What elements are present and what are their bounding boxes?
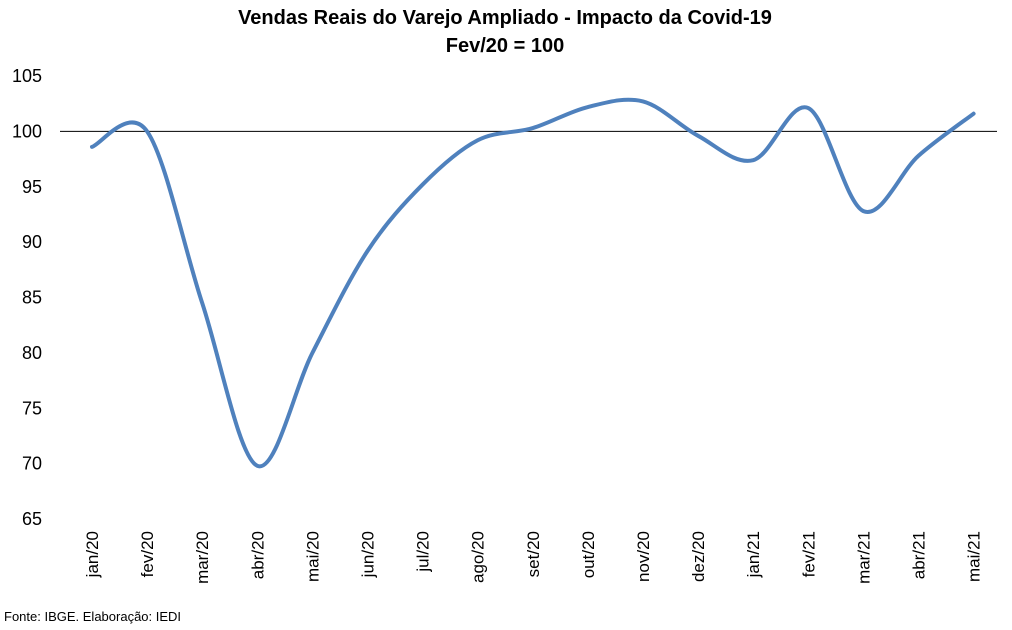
x-tick-label: fev/20 xyxy=(138,531,157,577)
x-tick-label: jan/21 xyxy=(744,531,763,578)
x-tick-label: dez/20 xyxy=(689,531,708,582)
x-tick-label: nov/20 xyxy=(634,531,653,582)
data-point xyxy=(200,301,204,305)
y-tick-label: 70 xyxy=(22,454,42,474)
data-point xyxy=(366,249,370,253)
data-point xyxy=(421,183,425,187)
data-point xyxy=(972,112,976,116)
chart-title: Vendas Reais do Varejo Ampliado - Impact… xyxy=(238,7,772,29)
data-point xyxy=(586,105,590,109)
x-tick-label: mai/21 xyxy=(965,531,984,582)
x-tick-label: mar/21 xyxy=(854,531,873,584)
data-point xyxy=(90,145,94,149)
y-tick-label: 80 xyxy=(22,343,42,363)
data-point xyxy=(476,138,480,142)
x-tick-label: mai/20 xyxy=(303,531,322,582)
data-point xyxy=(310,351,314,355)
x-tick-label: set/20 xyxy=(524,531,543,577)
data-point xyxy=(751,158,755,162)
x-tick-label: abr/20 xyxy=(248,531,267,579)
x-tick-label: abr/21 xyxy=(910,531,929,579)
y-tick-label: 65 xyxy=(22,509,42,529)
chart-subtitle: Fev/20 = 100 xyxy=(446,35,564,57)
series-line xyxy=(90,97,976,469)
y-tick-label: 85 xyxy=(22,288,42,308)
data-point xyxy=(145,129,149,133)
x-tick-label: ago/20 xyxy=(469,531,488,583)
y-axis: 65 70 75 80 85 90 95 100 105 xyxy=(12,66,42,529)
data-point xyxy=(861,209,865,213)
data-point xyxy=(531,126,535,130)
y-tick-label: 95 xyxy=(22,177,42,197)
y-tick-label: 90 xyxy=(22,232,42,252)
data-point xyxy=(917,154,921,158)
x-tick-label: mar/20 xyxy=(193,531,212,584)
x-tick-label: jul/20 xyxy=(414,531,433,573)
x-tick-label: out/20 xyxy=(579,531,598,578)
data-point xyxy=(255,464,259,468)
series-path xyxy=(90,97,976,469)
data-point xyxy=(696,134,700,138)
data-point xyxy=(641,99,645,103)
source-note: Fonte: IBGE. Elaboração: IEDI xyxy=(4,609,182,624)
y-tick-label: 75 xyxy=(22,398,42,418)
data-point xyxy=(806,106,810,110)
y-tick-label: 105 xyxy=(12,66,42,86)
y-tick-label: 100 xyxy=(12,121,42,141)
x-tick-label: fev/21 xyxy=(799,531,818,577)
x-tick-label: jun/20 xyxy=(359,531,378,578)
x-tick-label: jan/20 xyxy=(83,531,102,578)
x-axis: jan/20 fev/20 mar/20 abr/20 mai/20 jun/20 jul/… xyxy=(83,531,984,584)
